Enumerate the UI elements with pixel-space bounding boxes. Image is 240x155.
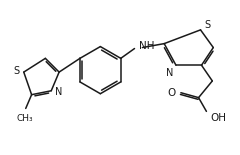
Text: NH: NH xyxy=(139,41,155,51)
Text: N: N xyxy=(166,68,173,78)
Text: OH: OH xyxy=(210,113,226,123)
Text: S: S xyxy=(204,20,210,30)
Text: S: S xyxy=(14,66,20,76)
Text: O: O xyxy=(168,88,176,98)
Text: CH₃: CH₃ xyxy=(16,114,33,123)
Text: N: N xyxy=(55,87,63,97)
